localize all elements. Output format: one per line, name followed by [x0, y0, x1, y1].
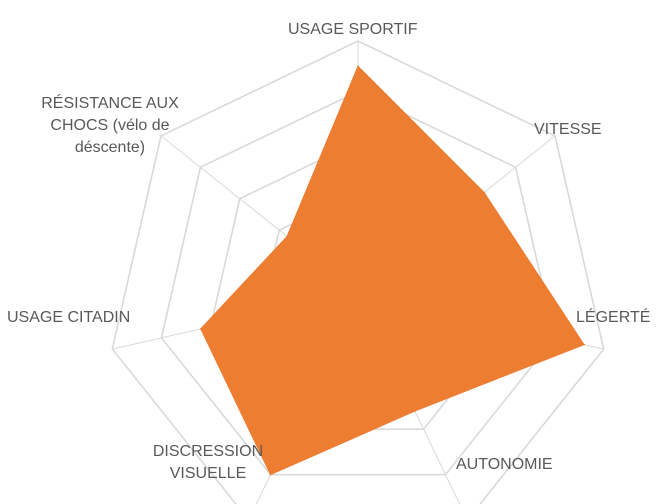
axis-label-resistance-chocs: RÉSISTANCE AUX CHOCS (vélo de déscente) [30, 93, 190, 159]
data-point [414, 410, 416, 412]
axis-label-usage-citadin: USAGE CITADIN [7, 309, 131, 326]
grid-ring [160, 90, 556, 476]
axis-label-resistance-line2: CHOCS (vélo de [50, 117, 170, 134]
axis-label-vitesse: VITESSE [534, 121, 602, 138]
axis-label-usage-sportif: USAGE SPORTIF [288, 21, 418, 38]
axis-label-discression-line2: VISUELLE [169, 465, 247, 482]
radar-series [199, 65, 585, 476]
series-area [200, 65, 585, 476]
data-point [286, 235, 288, 238]
data-point [483, 191, 485, 194]
axis-label-legerte: LÉGERTÉ [576, 309, 651, 326]
axis-label-autonomie: AUTONOMIE [456, 456, 553, 473]
data-point [269, 473, 272, 476]
axis-label-discression-line1: DISCRESSION [152, 443, 264, 460]
data-point [583, 343, 585, 346]
axis-label-resistance-line3: déscente) [74, 139, 146, 156]
axis-label-resistance-line1: RÉSISTANCE AUX [41, 95, 179, 112]
axis-label-discression-visuelle: DISCRESSION VISUELLE [150, 441, 266, 485]
data-point [357, 65, 359, 67]
data-point [199, 328, 202, 330]
grid-ring [111, 40, 605, 504]
